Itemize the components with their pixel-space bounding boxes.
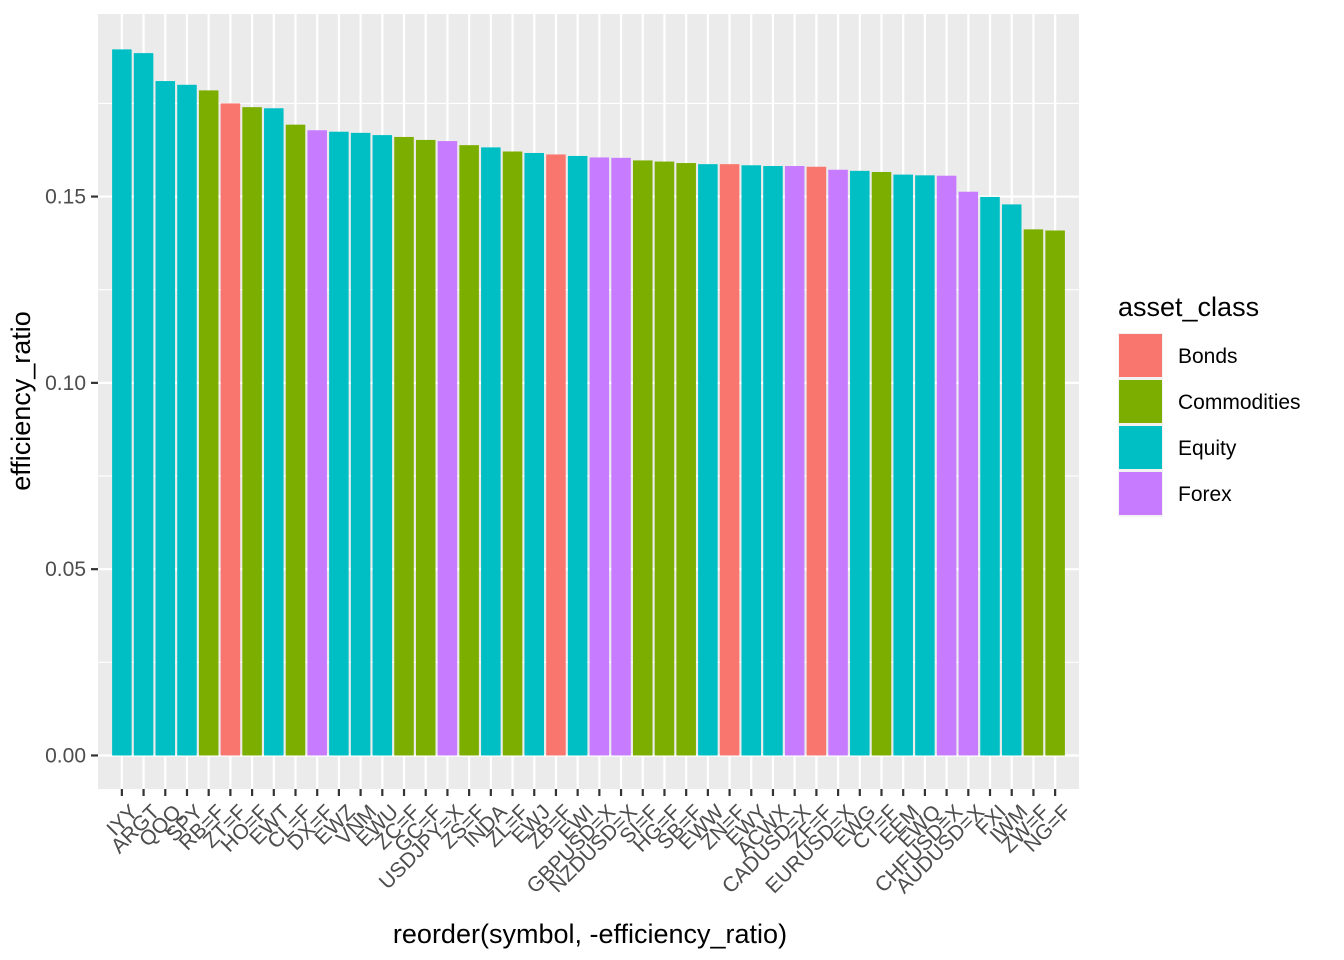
bar-EWU [372,135,393,756]
bar-IWM [1001,204,1022,756]
y-tick-label: 0.05 [45,558,86,581]
legend-label: Forex [1178,483,1232,506]
legend-label: Bonds [1178,345,1238,368]
bar-ZN=F [719,164,740,756]
bar-HG=F [654,161,675,756]
legend-swatch-forex [1119,472,1162,515]
bar-NG=F [1045,230,1065,756]
bar-EEM [893,174,913,756]
bar-SB=F [676,163,696,756]
x-axis-title: reorder(symbol, -efficiency_ratio) [393,919,787,949]
bar-EWG [850,170,870,756]
bar-EWT [264,108,284,756]
legend-label: Commodities [1178,391,1301,414]
y-axis: 0.00 0.05 0.10 0.15 [45,186,98,767]
bar-ZT=F [220,103,241,756]
legend-swatch-equity [1119,426,1162,469]
legend-swatch-commodities [1119,380,1162,423]
y-tick-label: 0.00 [45,744,86,767]
bar-EURUSD=X [828,169,848,756]
bar-ZS=F [459,145,479,756]
bar-DX=F [307,130,327,756]
legend-title: asset_class [1118,292,1259,322]
y-axis-title: efficiency_ratio [6,311,36,491]
bar-ZW=F [1023,229,1044,756]
legend: asset_class Bonds Commodities Equity Forex [1118,292,1301,517]
bar-RB=F [198,90,219,756]
bar-EWY [741,165,762,756]
bar-EWW [698,164,718,756]
bar-CHFUSD=X [936,175,957,756]
x-axis: IYYARGTQQQSPYRB=FZT=FHO=FEWTCL=FDX=FEWZV… [102,789,1076,898]
y-tick-label: 0.10 [45,372,86,395]
bar-FXI [980,196,1000,756]
bar-AUDUSD=X [958,191,979,756]
bar-NZDUSD=X [611,157,631,756]
bar-QQQ [155,81,176,756]
legend-label: Equity [1178,437,1237,460]
bar-EWQ [915,175,935,756]
bar-CL=F [285,124,306,756]
bar-EWI [567,155,588,756]
bar-CADUSD=X [784,166,805,756]
bar-GC=F [415,139,436,756]
bar-HO=F [242,107,262,756]
bar-IYY [112,49,132,756]
bar-ZC=F [394,136,414,756]
bar-SI=F [632,160,653,756]
bar-CT=F [871,171,892,756]
bar-EWJ [524,152,545,756]
bar-ZL=F [502,151,523,756]
bars-group [112,49,1065,756]
y-tick-label: 0.15 [45,186,86,209]
bar-EWZ [329,131,349,756]
bar-SPY [177,84,197,756]
bar-ZB=F [546,154,566,756]
legend-swatch-bonds [1119,334,1162,377]
bar-ARGT [133,53,154,756]
bar-ACWX [763,166,783,756]
bar-ZF=F [806,166,827,756]
bar-INDA [481,147,501,756]
bar-GBPUSD=X [589,157,610,756]
bar-USDJPY=X [437,141,458,756]
bar-VNM [350,132,371,756]
